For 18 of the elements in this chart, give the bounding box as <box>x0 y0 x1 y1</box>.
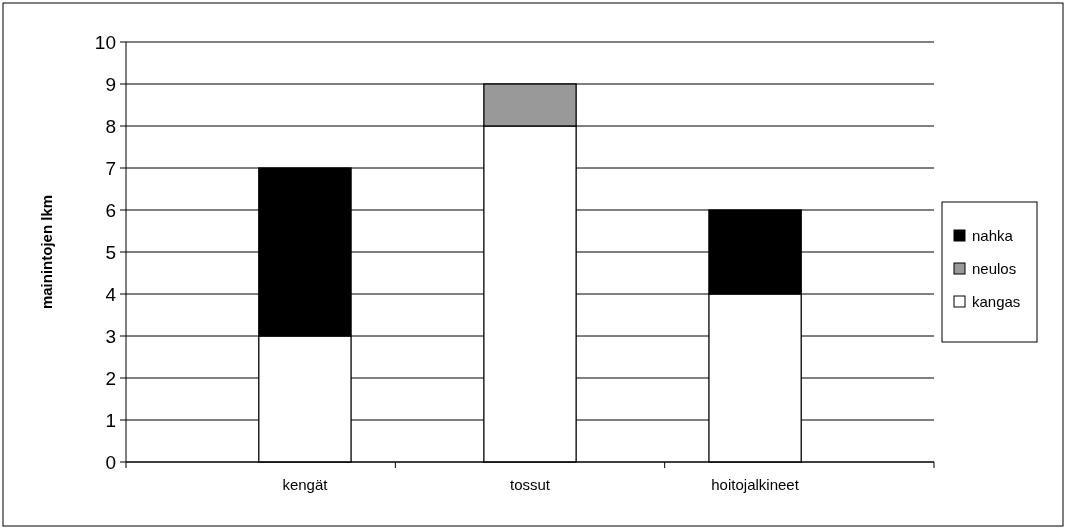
y-tick-label: 0 <box>105 451 116 473</box>
y-tick-label: 2 <box>105 367 116 389</box>
y-tick-label: 1 <box>105 409 116 431</box>
y-tick-label: 9 <box>105 73 116 95</box>
y-tick-label: 7 <box>105 157 116 179</box>
y-tick-label: 5 <box>105 241 116 263</box>
y-tick-label: 3 <box>105 325 116 347</box>
legend-label: neulos <box>972 260 1017 278</box>
y-tick-label: 4 <box>105 283 117 305</box>
x-tick-label: tossut <box>509 476 551 493</box>
legend-label: kangas <box>972 293 1021 311</box>
y-tick-label: 8 <box>105 115 116 137</box>
x-tick-label: hoitojalkineet <box>711 476 800 493</box>
y-axis-title: mainintojen lkm <box>38 194 55 310</box>
y-tick-label: 6 <box>105 199 116 221</box>
legend-label: nahka <box>972 227 1014 245</box>
y-tick-label: 10 <box>94 31 116 53</box>
x-tick-label: kengät <box>282 476 329 493</box>
